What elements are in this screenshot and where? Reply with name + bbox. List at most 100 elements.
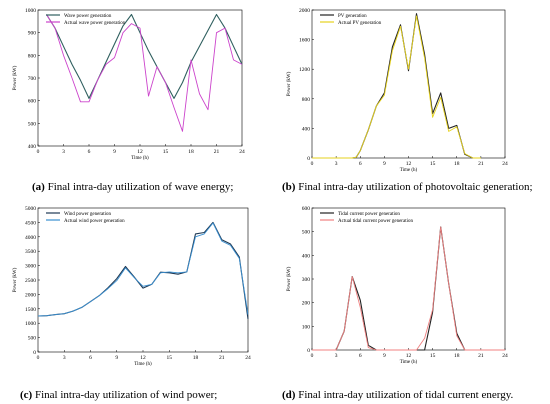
y-tick-label: 1200 [299,67,310,73]
y-tick-label: 500 [28,336,37,342]
x-tick-label: 15 [430,353,436,359]
x-axis-label: Time (h) [134,362,152,367]
y-tick-label: 1000 [25,321,36,327]
x-tick-label: 9 [383,161,386,167]
x-tick-label: 18 [193,355,199,361]
x-tick-label: 3 [63,355,66,361]
y-axis-label: Power (kW) [287,266,292,291]
x-tick-label: 24 [502,353,508,359]
caption-b-label: (b) [282,181,296,193]
y-tick-label: 1600 [299,38,310,44]
x-tick-label: 12 [137,149,143,155]
y-tick-label: 800 [302,97,311,103]
y-tick-label: 900 [28,31,37,37]
y-tick-label: 800 [28,53,37,59]
y-tick-label: 300 [302,277,311,283]
x-tick-label: 24 [239,149,245,155]
x-tick-label: 6 [88,149,91,155]
caption-c-label: (c) [20,389,33,401]
caption-c-text: Final intra-day utilization of wind powe… [32,389,218,401]
y-tick-label: 5000 [25,206,36,212]
y-tick-label: 1000 [25,8,36,14]
x-tick-label: 0 [37,149,40,155]
x-tick-label: 18 [454,353,460,359]
x-tick-label: 6 [89,355,92,361]
x-tick-label: 6 [359,161,362,167]
x-tick-label: 3 [62,149,65,155]
x-tick-label: 12 [406,161,412,167]
legend-entry-1: Tidal current power generation [338,212,400,217]
y-tick-label: 100 [302,324,311,330]
x-axis-label: Time (h) [131,156,149,161]
series-line-2 [37,222,249,317]
x-axis-label: Time (h) [400,168,418,173]
series-line-1 [352,13,481,159]
y-tick-label: 1500 [25,307,36,313]
y-tick-label: 0 [307,348,310,354]
x-tick-label: 9 [115,355,118,361]
y-tick-label: 4000 [25,235,36,241]
x-tick-label: 24 [502,161,508,167]
y-axis-label: Power (kW) [287,71,292,96]
x-tick-label: 0 [37,355,40,361]
y-tick-label: 0 [307,156,310,162]
y-tick-label: 600 [28,99,37,105]
x-tick-label: 12 [140,355,146,361]
x-tick-label: 12 [406,353,412,359]
plot-frame [311,207,506,351]
y-tick-label: 400 [302,126,311,132]
caption-d-text: Final intra-day utilization of tidal cur… [295,389,514,401]
y-axis-label: Power (kW) [13,267,18,292]
y-tick-label: 500 [302,230,311,236]
legend-entry-1: PV generation [338,14,367,19]
x-tick-label: 18 [188,149,194,155]
y-tick-label: 2000 [299,8,310,14]
y-tick-label: 400 [28,144,37,150]
caption-a-label: (a) [32,181,45,193]
x-axis-label: Time (h) [400,360,418,365]
x-tick-label: 24 [245,355,251,361]
legend-entry-2: Actual wind power generation [64,219,125,224]
y-tick-label: 600 [302,206,311,212]
x-tick-label: 15 [167,355,173,361]
y-tick-label: 2000 [25,292,36,298]
y-tick-label: 2500 [25,278,36,284]
caption-a: (a) Final intra-day utilization of wave … [32,181,233,193]
x-tick-label: 0 [311,353,314,359]
x-tick-label: 3 [335,353,338,359]
y-tick-label: 4500 [25,220,36,226]
x-tick-label: 15 [430,161,436,167]
series-line-2 [312,15,481,159]
x-tick-label: 9 [113,149,116,155]
x-tick-label: 6 [359,353,362,359]
caption-a-text: Final intra-day utilization of wave ener… [44,181,234,193]
panel-d-tidal-chart: 0 3 6 9 12 15 18 21 24 0 100 200 300 400 500 600 Time (h… [287,206,508,365]
panel-a-wave-chart: 0 3 6 9 12 15 18 21 24 400 500 600 700 800 900 1000 Time… [13,8,245,161]
legend-entry-1: Wind power generation [64,212,112,217]
y-tick-label: 200 [302,301,311,307]
y-tick-label: 3500 [25,249,36,255]
caption-d: (d) Final intra-day utilization of tidal… [282,389,513,401]
caption-d-label: (d) [282,389,296,401]
x-tick-label: 3 [335,161,338,167]
series-line-2 [312,226,505,351]
y-tick-label: 0 [33,350,36,356]
caption-b: (b) Final intra-day utilization of photo… [282,181,533,193]
legend-entry-2: Actual wave power generation [64,21,126,26]
y-tick-label: 500 [28,121,37,127]
panel-c-wind-chart: 0 3 6 9 12 15 18 21 24 0 500 1000 1500 2000 2500 3000 35… [13,206,251,367]
series-line-1 [312,226,505,351]
y-tick-label: 400 [302,253,311,259]
x-tick-label: 21 [478,161,484,167]
panel-b-pv-chart: 0 3 6 9 12 15 18 21 24 0 400 800 1200 1600 2000 Time (h… [287,8,508,173]
caption-b-text: Final intra-day utilization of photovolt… [295,181,533,193]
legend-entry-1: Wave power generation [64,14,112,19]
series-line-1 [37,221,249,319]
x-tick-label: 21 [219,355,225,361]
y-tick-label: 3000 [25,264,36,270]
x-tick-label: 9 [383,353,386,359]
legend-entry-2: Actual PV generation [338,21,382,26]
x-tick-label: 18 [454,161,460,167]
legend-entry-2: Actual tidal current power generation [338,219,413,224]
